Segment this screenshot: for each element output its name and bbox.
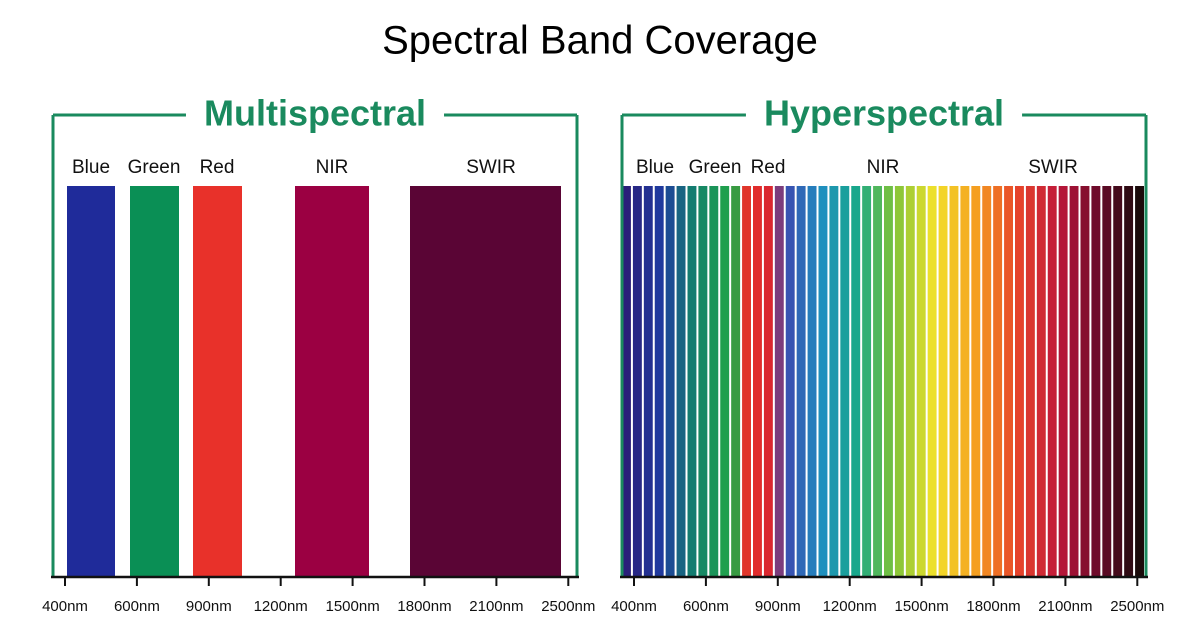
band-stripe (971, 186, 981, 577)
tick-label: 2100nm (1038, 598, 1092, 615)
band-stripe (829, 186, 839, 577)
band-stripe (796, 186, 806, 577)
band-stripe (709, 186, 719, 577)
title: Spectral Band Coverage (382, 19, 818, 63)
band-stripe (949, 186, 959, 577)
tick-label: 1800nm (966, 598, 1020, 615)
band-bar (410, 186, 561, 577)
tick-label: 600nm (114, 598, 160, 615)
tick-label: 400nm (611, 598, 657, 615)
band-label: Blue (636, 157, 674, 178)
band-stripe (1058, 186, 1068, 577)
tick-label: 2500nm (1110, 598, 1164, 615)
tick-label: 900nm (755, 598, 801, 615)
band-stripe (643, 186, 653, 577)
band-stripe (1135, 186, 1144, 577)
band-stripe (960, 186, 970, 577)
band-label: Green (689, 157, 742, 178)
band-stripe (622, 186, 631, 577)
band-stripe (763, 186, 773, 577)
band-stripe (884, 186, 893, 577)
band-label: NIR (867, 157, 900, 178)
band-stripe (785, 186, 795, 577)
tick-label: 1500nm (894, 598, 948, 615)
band-stripe (665, 186, 675, 577)
band-stripe (1080, 186, 1090, 577)
band-stripe (1047, 186, 1057, 577)
band-stripe (676, 186, 686, 577)
band-label: Red (751, 157, 786, 178)
band-bar (67, 186, 115, 577)
band-label: Red (200, 157, 235, 178)
band-stripe (742, 186, 751, 577)
tick-label: 1800nm (397, 598, 451, 615)
band-stripe (840, 186, 850, 577)
band-stripe (916, 186, 926, 577)
band-stripe (1015, 186, 1024, 577)
band-stripe (1113, 186, 1123, 577)
band-bar (130, 186, 179, 577)
band-stripe (753, 186, 762, 577)
band-stripe (993, 186, 1003, 577)
tick-label: 400nm (42, 598, 88, 615)
band-stripe (1025, 186, 1035, 577)
band-label: SWIR (1028, 157, 1078, 178)
band-stripe (927, 186, 937, 577)
band-stripe (873, 186, 882, 577)
tick-label: 1200nm (254, 598, 308, 615)
band-stripe (774, 186, 784, 577)
band-stripe (1124, 186, 1134, 577)
band-label: Blue (72, 157, 110, 178)
band-stripe (862, 186, 872, 577)
band-bar (295, 186, 369, 577)
band-stripe (632, 186, 642, 577)
band-label: SWIR (466, 157, 516, 178)
band-stripe (654, 186, 664, 577)
band-stripe (1102, 186, 1112, 577)
band-stripe (905, 186, 915, 577)
band-stripe (851, 186, 861, 577)
band-stripe (807, 186, 817, 577)
band-stripe (731, 186, 741, 577)
band-stripe (894, 186, 904, 577)
band-stripe (938, 186, 948, 577)
band-stripe (1036, 186, 1046, 577)
band-stripe (818, 186, 828, 577)
tick-label: 1200nm (823, 598, 877, 615)
tick-label: 2100nm (469, 598, 523, 615)
band-stripe (687, 186, 697, 577)
tick-label: 600nm (683, 598, 729, 615)
band-label: Green (128, 157, 181, 178)
tick-label: 2500nm (541, 598, 595, 615)
panel-title: Hyperspectral (764, 93, 1004, 134)
band-stripe (698, 186, 708, 577)
band-label: NIR (316, 157, 349, 178)
tick-label: 1500nm (325, 598, 379, 615)
band-stripe (982, 186, 992, 577)
band-stripe (1069, 186, 1079, 577)
band-bar (193, 186, 242, 577)
band-stripe (1004, 186, 1013, 577)
band-stripe (720, 186, 730, 577)
panel-title: Multispectral (204, 93, 426, 134)
band-stripe (1091, 186, 1101, 577)
tick-label: 900nm (186, 598, 232, 615)
